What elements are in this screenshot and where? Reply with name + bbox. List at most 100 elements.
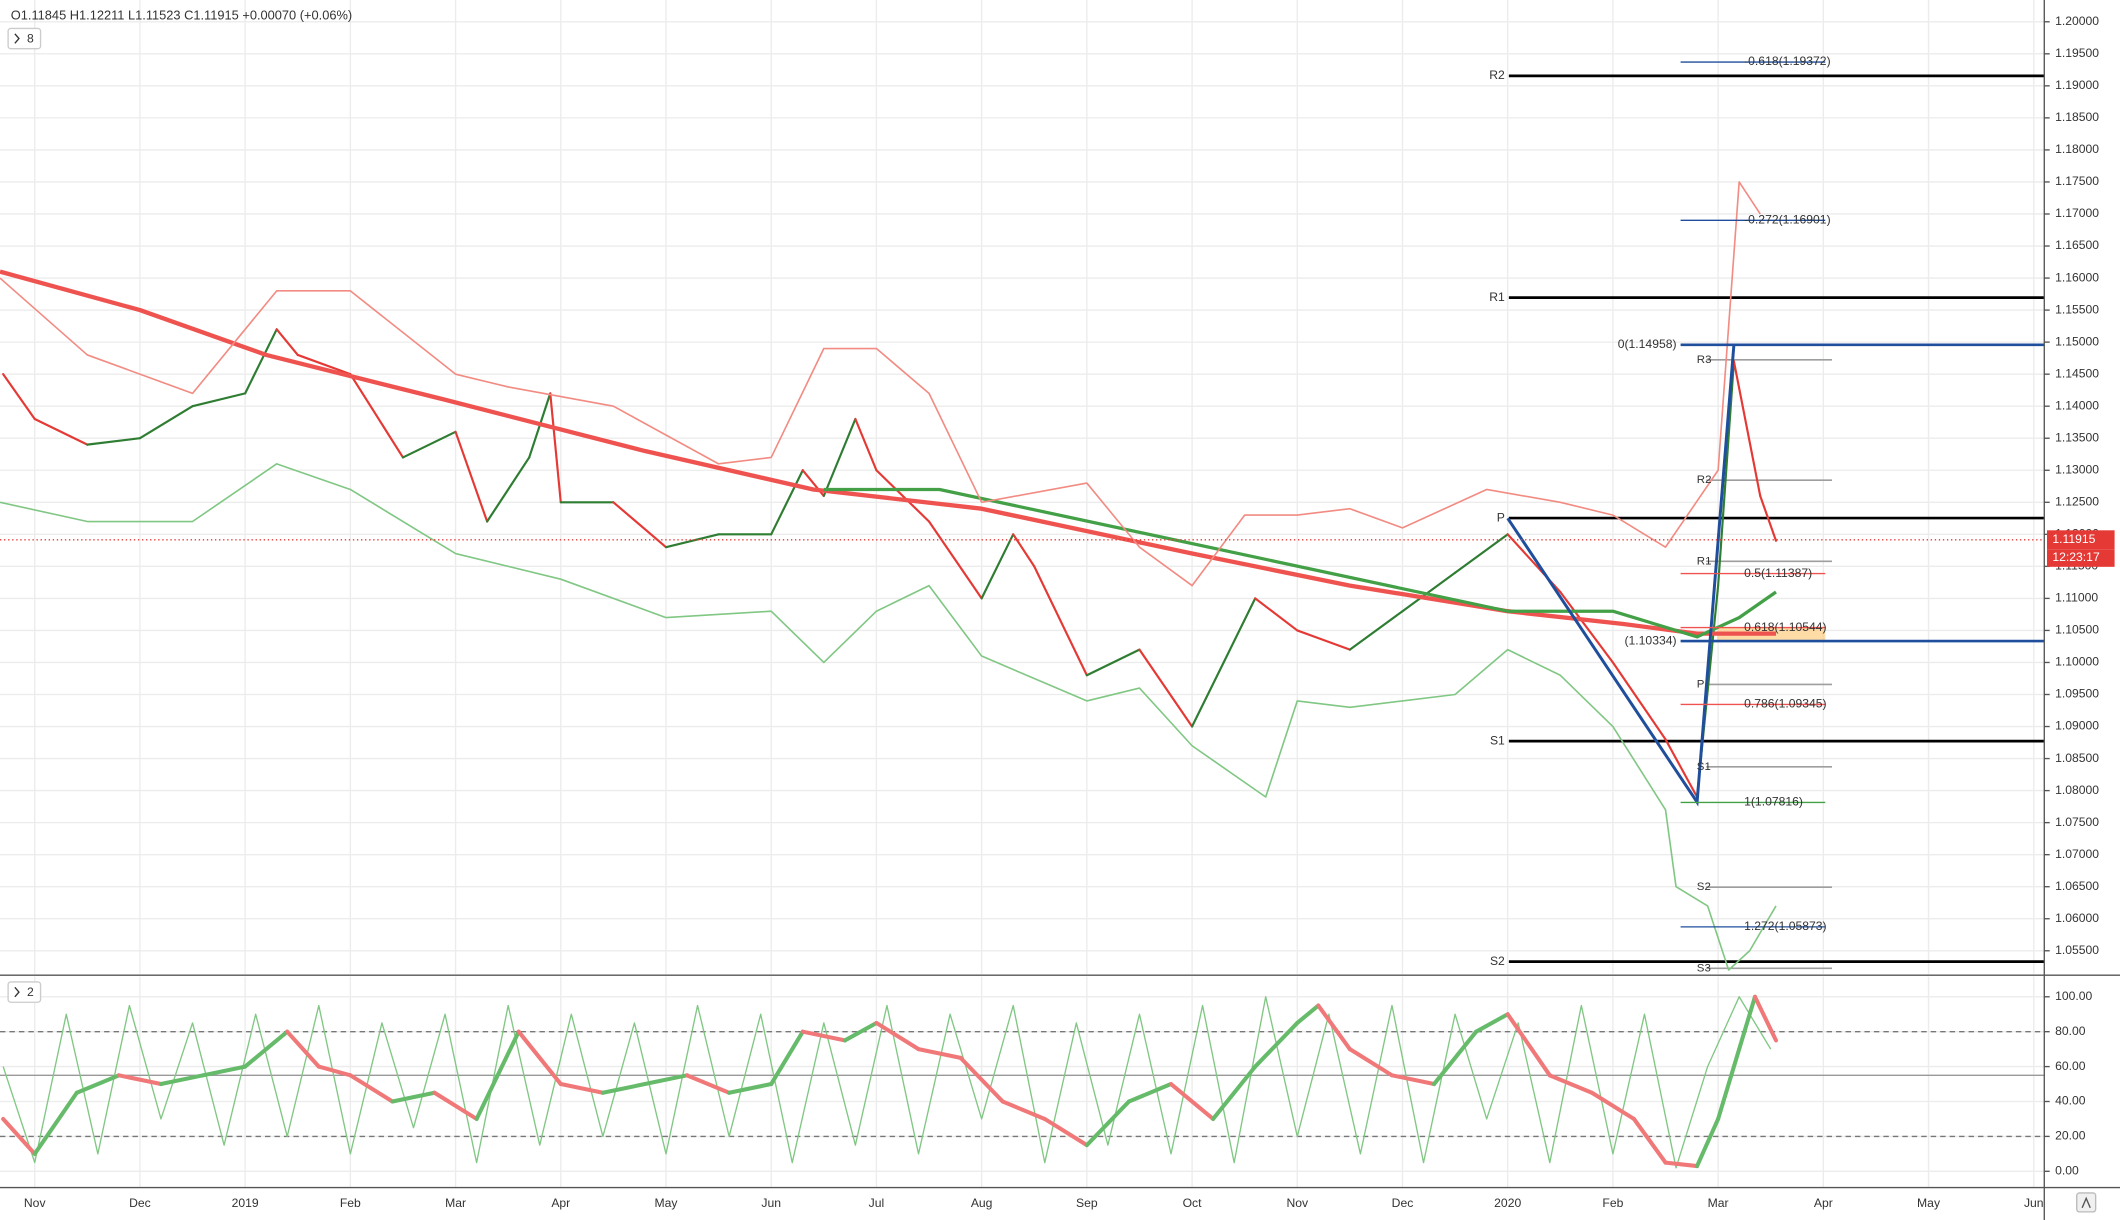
countdown-box	[2046, 549, 2115, 567]
line-segment	[1401, 571, 1457, 613]
line-segment	[558, 1082, 605, 1095]
series-line	[823, 487, 1777, 639]
y-tick-label: 1.14000	[2055, 398, 2099, 412]
line-segment	[980, 533, 1015, 600]
x-tick-label: Feb	[1602, 1196, 1623, 1210]
x-tick-label: Aug	[971, 1196, 993, 1210]
x-tick-label: Apr	[1814, 1196, 1833, 1210]
line-segment	[1732, 360, 1762, 497]
line-segment	[822, 417, 857, 497]
line-segment	[874, 1020, 921, 1052]
y-tick-label: 1.18000	[2055, 142, 2099, 156]
line-segment	[1759, 494, 1778, 542]
line-segment	[1211, 1064, 1258, 1121]
y-tick-label: 1.16500	[2055, 238, 2099, 252]
line-segment	[770, 469, 804, 536]
line-segment	[1, 1116, 37, 1156]
study-toggle[interactable]: 8	[7, 27, 42, 50]
fib-label: 1(1.07816)	[1744, 795, 1803, 809]
x-tick-label: 2019	[232, 1196, 259, 1210]
line-segment	[116, 1073, 164, 1087]
y-tick-label: 1.20000	[2055, 14, 2099, 28]
line-segment	[1664, 738, 1699, 799]
line-segment	[1505, 1012, 1552, 1078]
line-segment	[285, 1029, 321, 1069]
auto-scale-button[interactable]	[2076, 1192, 2097, 1213]
fib-label: -0.618(1.19372)	[1744, 54, 1830, 68]
line-segment	[401, 430, 457, 459]
line-segment	[1190, 661, 1225, 728]
y-tick-label: 1.17000	[2055, 206, 2099, 220]
y-tick-label: 80.00	[2055, 1024, 2086, 1038]
y-tick-label: 1.14500	[2055, 366, 2099, 380]
line-segment	[296, 353, 352, 376]
toggle-box[interactable]	[7, 981, 42, 1003]
x-tick-label: May	[1917, 1196, 1941, 1210]
x-tick-label: Jun	[761, 1196, 781, 1210]
line-segment	[349, 373, 405, 459]
minor-pivot-label: R1	[1697, 555, 1712, 567]
line-segment	[432, 1090, 479, 1121]
line-segment	[854, 417, 878, 472]
line-segment	[1389, 1073, 1437, 1087]
y-tick-label: 1.09500	[2055, 687, 2099, 701]
line-segment	[74, 1073, 121, 1095]
y-tick-label: 1.08500	[2055, 751, 2099, 765]
line-segment	[2, 373, 36, 421]
y-tick-label: 1.07000	[2055, 847, 2099, 861]
line-segment	[1663, 1160, 1700, 1169]
study-toggle[interactable]: 2	[7, 981, 42, 1003]
pivot-label: S1	[1490, 733, 1505, 747]
y-tick-label: 20.00	[2055, 1129, 2086, 1143]
line-segment	[1126, 1082, 1174, 1104]
y-tick-label: 0.00	[2055, 1164, 2079, 1178]
minor-pivot-label: S2	[1697, 881, 1711, 893]
toggle-box[interactable]	[7, 27, 42, 50]
line-segment	[201, 1064, 248, 1078]
line-segment	[32, 1090, 79, 1156]
line-segment	[348, 1073, 395, 1104]
line-segment	[769, 1029, 805, 1087]
y-tick-label: 60.00	[2055, 1059, 2086, 1073]
y-tick-label: 1.13500	[2055, 430, 2099, 444]
line-segment	[1316, 1003, 1352, 1052]
line-segment	[1085, 648, 1141, 677]
line-segment	[138, 405, 194, 440]
line-segment	[474, 1029, 521, 1121]
pivot-label: R1	[1489, 290, 1505, 304]
line-segment	[1589, 1090, 1636, 1121]
line-segment	[600, 1082, 647, 1095]
study-count: 2	[27, 985, 34, 999]
x-tick-label: Nov	[24, 1196, 47, 1210]
line-segment	[1717, 360, 1735, 587]
chevron-icon	[14, 33, 20, 44]
x-tick-label: Apr	[551, 1196, 570, 1210]
line-segment	[316, 1064, 353, 1078]
fib-label: -0.272(1.16901)	[1744, 213, 1830, 227]
minor-pivot-label: R3	[1697, 354, 1712, 366]
y-tick-label: 100.00	[2055, 989, 2092, 1003]
fib-extended-label: 0(1.14958)	[1618, 337, 1677, 351]
last-price-box	[2046, 530, 2115, 550]
series-line	[0, 181, 1761, 587]
line-segment	[1000, 1099, 1047, 1121]
ohlc-label: O1.11845 H1.12211 L1.11523 C1.11915 +0.0…	[11, 8, 352, 23]
line-segment	[1432, 1029, 1479, 1087]
x-tick-label: Sep	[1076, 1196, 1098, 1210]
y-tick-label: 1.17500	[2055, 174, 2099, 188]
line-segment	[1012, 533, 1036, 568]
line-segment	[158, 1073, 206, 1087]
line-segment	[1253, 1020, 1300, 1069]
x-tick-label: Nov	[1286, 1196, 1309, 1210]
line-segment	[516, 1029, 563, 1087]
line-segment	[275, 328, 299, 357]
line-segment	[1716, 1047, 1742, 1121]
series-line	[2, 996, 1772, 1169]
line-segment	[1042, 1116, 1089, 1148]
line-segment	[685, 1073, 732, 1095]
line-segment	[875, 469, 931, 523]
chevron-icon	[14, 986, 20, 998]
line-segment	[86, 437, 142, 446]
minor-pivot-label: S1	[1697, 761, 1711, 773]
